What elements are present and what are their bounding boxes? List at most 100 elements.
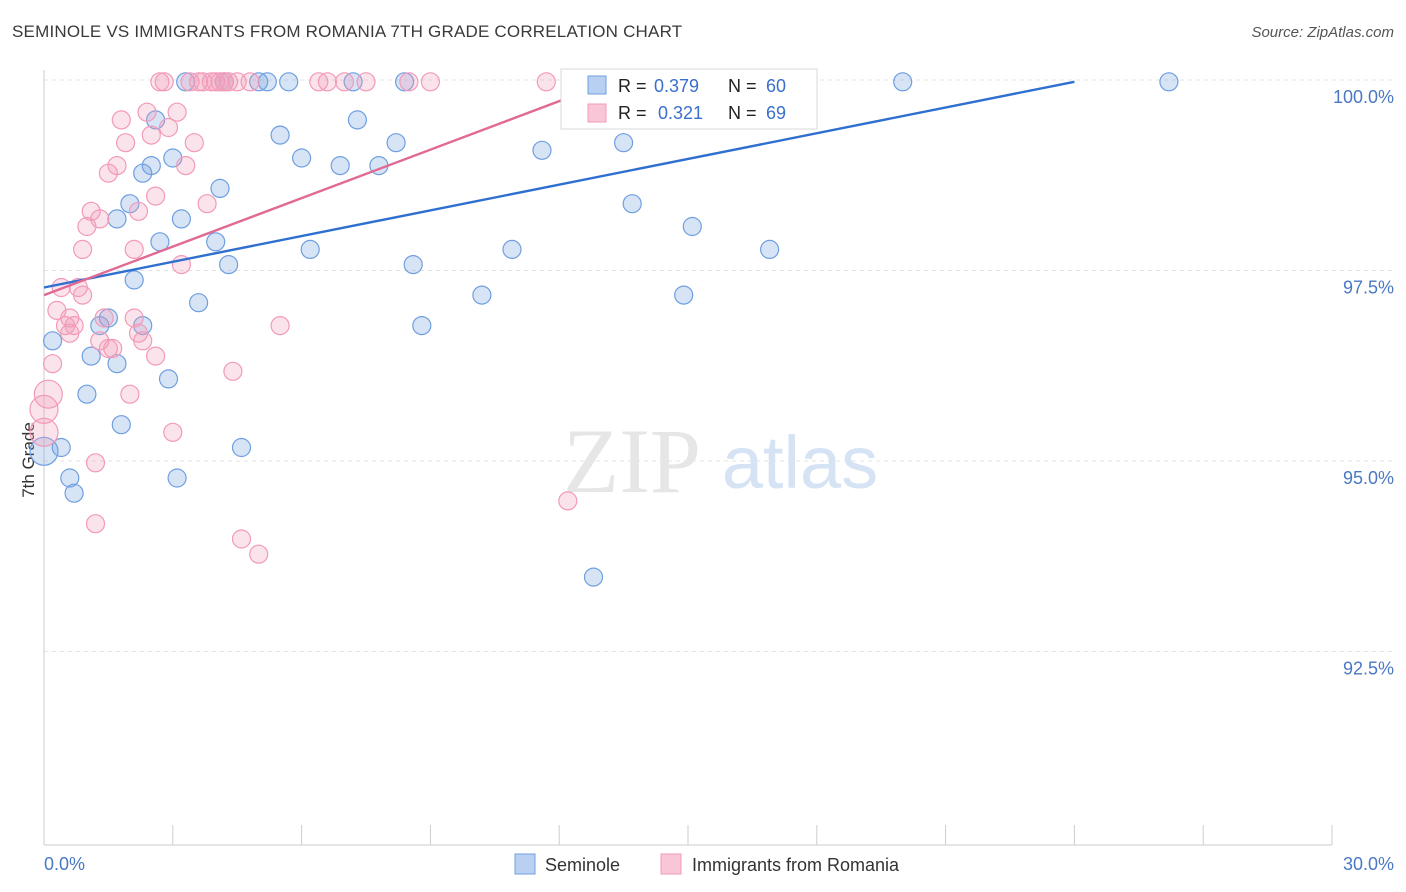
point-seminole-2: [51, 437, 71, 458]
trend-lines: [43, 80, 1075, 297]
point-romania-32: [154, 72, 174, 92]
point-seminole-49: [622, 194, 642, 214]
point-romania-30: [146, 346, 166, 366]
point-seminole-35: [300, 239, 320, 259]
point-romania-14: [85, 514, 106, 534]
point-romania-28: [137, 102, 157, 122]
legend-label-seminole: Seminole: [545, 855, 620, 875]
point-seminole-54: [759, 239, 780, 259]
point-romania-40: [197, 194, 217, 214]
point-seminole-45: [502, 239, 522, 259]
point-seminole-25: [206, 232, 226, 252]
stats-n-label-seminole: N =: [728, 76, 757, 96]
point-romania-13: [85, 453, 106, 473]
point-romania-60: [150, 72, 170, 92]
point-seminole-26: [210, 178, 230, 198]
point-seminole-5: [77, 384, 97, 404]
source-label: Source: ZipAtlas.com: [1251, 24, 1394, 41]
point-seminole-42: [403, 255, 423, 275]
point-seminole-32: [270, 125, 290, 145]
data-points: [29, 72, 1179, 587]
point-seminole-43: [412, 316, 432, 336]
point-seminole-6: [81, 346, 101, 366]
point-seminole-4: [64, 483, 84, 503]
point-romania-34: [163, 422, 183, 442]
stats-r-value-romania: 0.321: [658, 103, 703, 123]
point-romania-22: [115, 133, 136, 153]
point-romania-26: [128, 201, 149, 221]
legend-swatch-romania: [660, 853, 682, 875]
point-romania-31: [146, 186, 166, 206]
point-romania-0: [29, 417, 59, 447]
point-romania-67: [206, 72, 226, 92]
trend-line-romania: [43, 80, 612, 297]
point-romania-2: [33, 379, 63, 409]
point-romania-64: [72, 285, 93, 305]
point-seminole-8: [98, 308, 119, 328]
point-romania-52: [334, 72, 355, 92]
point-romania-25: [124, 239, 144, 259]
point-seminole-3: [60, 468, 80, 488]
point-seminole-1: [42, 331, 63, 351]
point-romania-36: [176, 156, 196, 176]
trend-line-seminole: [43, 80, 1075, 289]
point-romania-23: [120, 384, 140, 404]
point-seminole-47: [583, 567, 604, 587]
x-tick-label-min: 0.0%: [44, 854, 85, 874]
point-seminole-24: [189, 293, 209, 313]
point-seminole-21: [167, 468, 187, 488]
point-seminole-31: [257, 72, 277, 92]
point-seminole-48: [613, 133, 634, 153]
point-seminole-11: [111, 415, 131, 435]
point-romania-3: [42, 354, 63, 374]
point-romania-15: [90, 209, 110, 229]
point-romania-33: [158, 117, 179, 138]
stats-n-value-seminole: 60: [766, 76, 786, 96]
point-romania-10: [72, 239, 93, 259]
stats-swatch-romania: [587, 103, 607, 123]
point-romania-17: [94, 308, 114, 328]
stats-box: R = 0.379 N = 60 R = 0.321 N = 69: [560, 68, 818, 130]
point-romania-57: [558, 491, 578, 511]
point-seminole-56: [1159, 72, 1179, 92]
x-ticks: [43, 825, 1333, 845]
point-romania-68: [60, 323, 80, 343]
point-seminole-9: [107, 209, 127, 229]
point-seminole-41: [395, 72, 415, 92]
y-tick-label-0: 100.0%: [1333, 87, 1394, 107]
point-romania-56: [536, 72, 556, 92]
y-tick-labels: 100.0% 97.5% 95.0% 92.5%: [1333, 87, 1394, 679]
y-tick-label-2: 95.0%: [1343, 468, 1394, 488]
point-romania-24: [124, 308, 144, 328]
point-seminole-28: [219, 255, 239, 275]
watermark-atlas: atlas: [722, 421, 878, 504]
watermark-zip: ZIP: [563, 410, 701, 512]
point-romania-18: [98, 338, 119, 359]
point-romania-54: [399, 72, 419, 92]
point-seminole-34: [292, 148, 312, 168]
point-romania-47: [240, 72, 260, 92]
point-seminole-40: [386, 133, 406, 153]
legend: Seminole Immigrants from Romania: [514, 853, 900, 875]
point-romania-66: [167, 102, 187, 122]
point-seminole-51: [682, 216, 702, 237]
x-tick-label-max: 30.0%: [1343, 854, 1394, 874]
point-seminole-36: [330, 156, 350, 176]
point-romania-65: [128, 323, 149, 343]
point-romania-53: [356, 72, 376, 92]
point-romania-29: [141, 125, 161, 145]
point-romania-21: [111, 110, 131, 130]
point-seminole-33: [279, 72, 299, 92]
point-seminole-10: [107, 354, 127, 374]
stats-r-value-seminole: 0.379: [654, 76, 699, 96]
point-seminole-13: [124, 270, 144, 290]
point-romania-38: [184, 133, 204, 153]
y-tick-label-1: 97.5%: [1343, 278, 1394, 298]
point-romania-46: [231, 529, 252, 549]
point-seminole-19: [158, 369, 179, 389]
point-romania-48: [249, 544, 269, 564]
point-seminole-44: [472, 285, 492, 305]
stats-r-label-seminole: R =: [618, 76, 647, 96]
point-romania-49: [270, 316, 290, 336]
